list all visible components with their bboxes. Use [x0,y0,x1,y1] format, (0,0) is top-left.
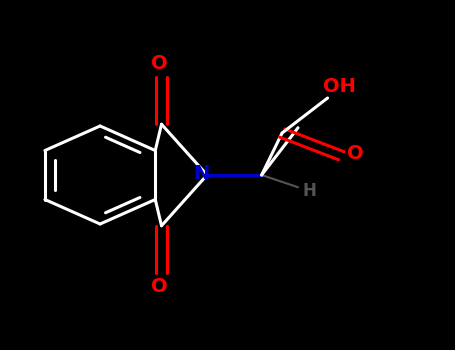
Text: O: O [347,145,363,163]
Text: N: N [193,164,210,183]
Text: O: O [151,54,167,73]
Text: OH: OH [323,77,355,96]
Text: H: H [303,182,316,200]
Text: O: O [151,277,167,296]
